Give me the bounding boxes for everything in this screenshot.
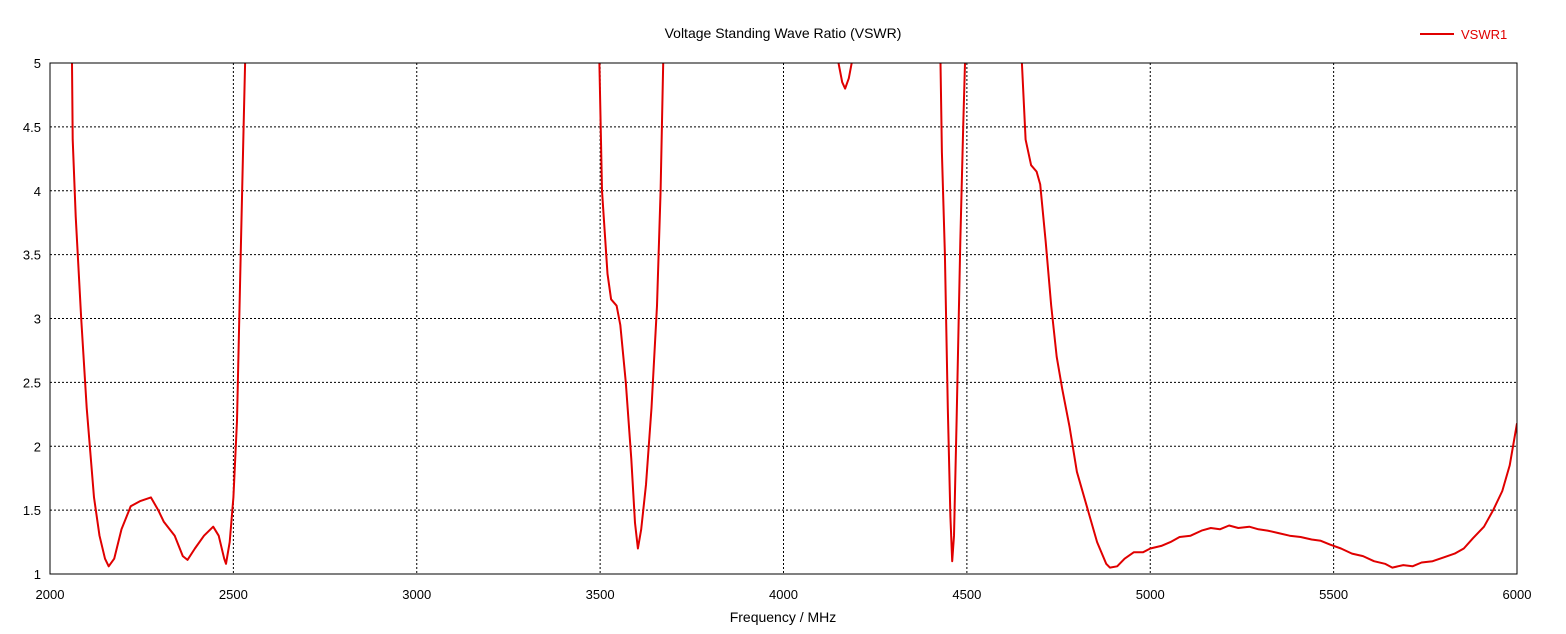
series-line-vswr1 [939, 63, 966, 563]
plot-area [71, 63, 1517, 569]
grid [50, 63, 1517, 574]
x-axis-label: Frequency / MHz [730, 609, 837, 625]
x-axis-ticks: 2000 2500 3000 3500 4000 4500 5000 5500 6000 [36, 587, 1532, 602]
y-tick-label: 1 [34, 567, 41, 582]
y-tick-label: 2.5 [23, 375, 41, 390]
series-line-vswr1 [71, 63, 247, 568]
x-tick-label: 3500 [586, 587, 615, 602]
x-tick-label: 5500 [1319, 587, 1348, 602]
plot-frame [49, 62, 1518, 575]
y-tick-label: 3 [34, 312, 41, 327]
y-tick-label: 2 [34, 439, 41, 454]
legend: VSWR1 [1420, 27, 1507, 42]
x-tick-label: 6000 [1503, 587, 1532, 602]
chart-title: Voltage Standing Wave Ratio (VSWR) [665, 25, 902, 41]
x-tick-label: 4000 [769, 587, 798, 602]
y-tick-label: 3.5 [23, 248, 41, 263]
x-tick-label: 5000 [1136, 587, 1165, 602]
y-axis-ticks: 1 1.5 2 2.5 3 3.5 4 4.5 5 [23, 56, 41, 582]
series-line-vswr1 [1020, 63, 1517, 569]
x-tick-label: 3000 [402, 587, 431, 602]
y-tick-label: 5 [34, 56, 41, 71]
series-line-vswr1 [837, 63, 853, 90]
series-line-vswr1 [598, 63, 665, 550]
y-tick-label: 4.5 [23, 120, 41, 135]
y-tick-label: 4 [34, 184, 41, 199]
x-tick-label: 4500 [952, 587, 981, 602]
legend-label: VSWR1 [1461, 27, 1507, 42]
x-tick-label: 2000 [36, 587, 65, 602]
y-tick-label: 1.5 [23, 503, 41, 518]
x-tick-label: 2500 [219, 587, 248, 602]
